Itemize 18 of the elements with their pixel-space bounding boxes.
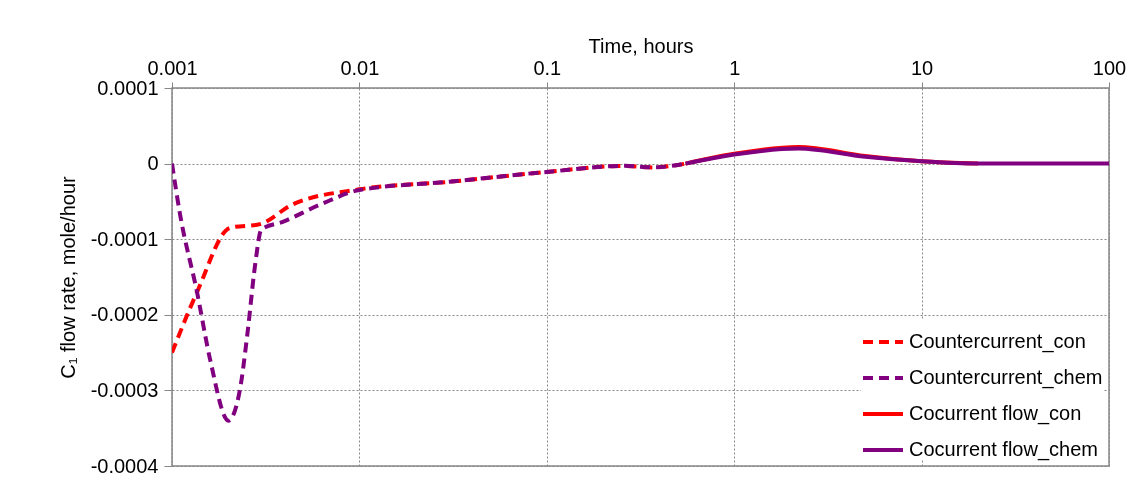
y-tick-label: -0.0003 xyxy=(90,378,159,401)
x-tick-label: 0.1 xyxy=(533,56,562,79)
y-tick-label: 0.0001 xyxy=(97,76,159,99)
y-axis-title: C₁ flow rate, mole/hour xyxy=(56,175,79,379)
y-tick-label: -0.0004 xyxy=(90,454,159,477)
legend-label: Cocurrent flow_chem xyxy=(909,438,1098,461)
y-tick-label: 0 xyxy=(147,152,159,175)
legend-label: Countercurrent_con xyxy=(909,330,1086,353)
x-tick-label: 100 xyxy=(1092,56,1127,79)
x-tick-label: 0.001 xyxy=(147,56,198,79)
legend-label: Cocurrent flow_con xyxy=(909,402,1082,425)
x-tick-label: 10 xyxy=(910,56,934,79)
x-tick-label: 1 xyxy=(729,56,741,79)
legend-label: Countercurrent_chem xyxy=(909,366,1103,389)
x-tick-label: 0.01 xyxy=(340,56,380,79)
y-tick-label: -0.0002 xyxy=(90,303,159,326)
x-axis-title: Time, hours xyxy=(588,34,694,57)
y-tick-label: -0.0001 xyxy=(90,227,159,250)
